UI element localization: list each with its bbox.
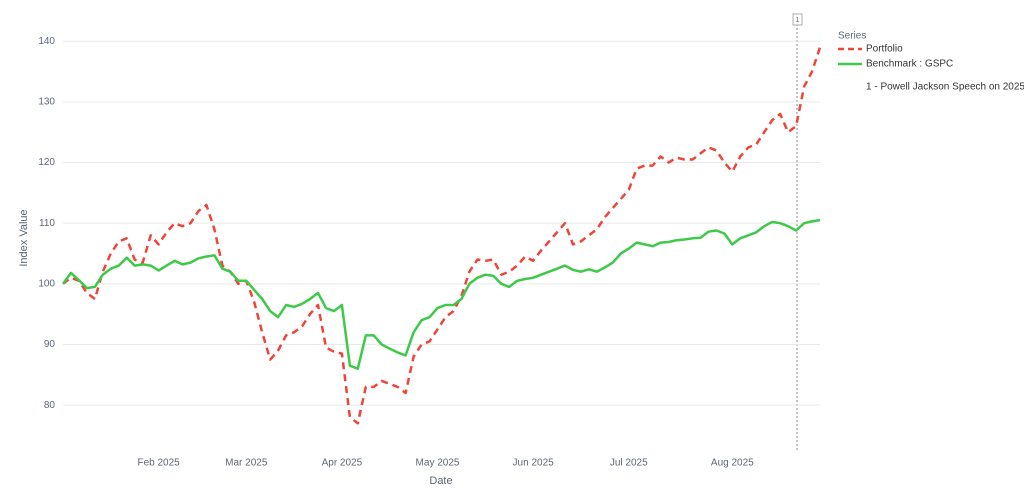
x-axis-title: Date	[429, 475, 452, 487]
y-axis-title: Index Value	[18, 209, 30, 266]
y-tick-label: 80	[44, 400, 56, 411]
series-line	[62, 46, 822, 425]
x-tick-label: Jul 2025	[610, 458, 648, 469]
series-line	[61, 218, 821, 370]
x-tick-label: Aug 2025	[711, 458, 754, 469]
x-tick-label: Feb 2025	[137, 458, 180, 469]
event-marker: 1	[796, 17, 800, 24]
legend-title: Series	[838, 31, 866, 42]
x-tick-label: May 2025	[416, 458, 460, 469]
event-marker-box	[792, 13, 803, 26]
y-tick-label: 120	[38, 157, 55, 168]
x-tick-label: Apr 2025	[322, 458, 363, 469]
legend-label: 1 - Powell Jackson Speech on 2025-08-22	[866, 82, 1024, 93]
x-tick-label: Jun 2025	[513, 458, 555, 469]
y-tick-label: 140	[38, 36, 55, 47]
x-tick-label: Mar 2025	[225, 458, 268, 469]
y-tick-label: 100	[38, 278, 55, 289]
legend-label: Portfolio	[866, 44, 903, 55]
y-tick-label: 110	[39, 218, 55, 229]
legend-label: Benchmark : GSPC	[866, 59, 953, 70]
y-tick-label: 90	[44, 339, 56, 350]
y-tick-label: 130	[38, 97, 55, 108]
